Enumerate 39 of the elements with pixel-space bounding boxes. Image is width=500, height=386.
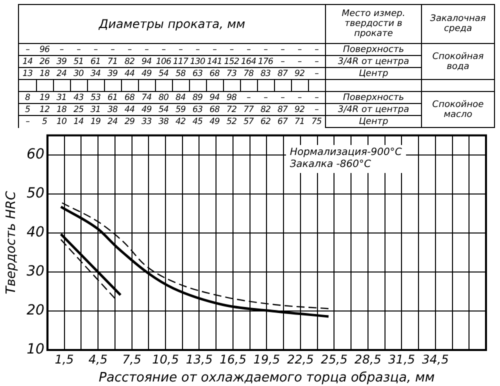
x-tick-label: 16,5 bbox=[220, 352, 246, 366]
text: – 5 10 14 19 24 29 33 38 42 45 49 52 57 62 67 71 75 bbox=[26, 116, 322, 127]
text: 8 19 31 43 53 61 68 74 80 84 89 94 98 – – – – – bbox=[24, 92, 318, 102]
text: Диаметры проката, мм bbox=[18, 4, 326, 44]
x-tick-label: 4,5 bbox=[88, 352, 108, 366]
x-tick-label: 13,5 bbox=[186, 352, 213, 366]
x-tick-label: 34,5 bbox=[422, 352, 449, 366]
y-tick-label: 40 bbox=[26, 224, 44, 241]
x-tick-label: 22,5 bbox=[287, 352, 314, 366]
text: Поверхность bbox=[326, 92, 422, 104]
y-tick-label: 50 bbox=[26, 186, 44, 202]
x-tick-label: 10,5 bbox=[152, 352, 179, 366]
x-axis-title: Расстояние от охлаждаемого торца образца, мм bbox=[98, 370, 435, 386]
text: Центр bbox=[326, 68, 422, 80]
text: 3/4R от центра bbox=[326, 56, 422, 68]
x-tick-label: 25,5 bbox=[320, 352, 348, 366]
y-axis-title: Твердость HRC bbox=[4, 190, 20, 294]
text: Спокойное масло bbox=[422, 92, 494, 128]
annotation: Закалка -860°C bbox=[290, 159, 371, 170]
x-tick-label: 7,5 bbox=[122, 352, 142, 366]
x-tick-label: 31,5 bbox=[388, 352, 416, 366]
y-tick-label: 30 bbox=[26, 264, 44, 280]
x-tick-label: 28,5 bbox=[354, 352, 382, 366]
text: 3/4R от центра bbox=[326, 104, 422, 116]
annotation: Нормализация-900°C bbox=[290, 147, 402, 158]
text: 14 26 39 51 61 71 82 94 106 117 130 141 152 164 176 – – – bbox=[22, 56, 318, 66]
text: Поверхность bbox=[326, 44, 422, 56]
y-tick-label: 20 bbox=[26, 302, 44, 319]
x-tick-label: 19,5 bbox=[253, 352, 280, 366]
text: Закалочная среда bbox=[422, 4, 494, 44]
text: Спокойная вода bbox=[422, 44, 494, 80]
text: – 96 – – – – – – – – – – – – – – – – bbox=[26, 44, 318, 54]
x-tick-label: 1,5 bbox=[54, 352, 74, 366]
text: Место измер. твердости в прокате bbox=[326, 4, 422, 44]
text: Центр bbox=[326, 116, 422, 128]
text: 5 12 18 25 31 38 44 49 54 59 63 68 72 77 82 87 92 – bbox=[24, 104, 318, 114]
text: 13 18 24 30 34 39 44 49 54 58 63 68 73 78 83 87 92 – bbox=[22, 68, 318, 78]
y-tick-label: 10 bbox=[26, 342, 44, 358]
y-tick-label: 60 bbox=[26, 146, 44, 163]
